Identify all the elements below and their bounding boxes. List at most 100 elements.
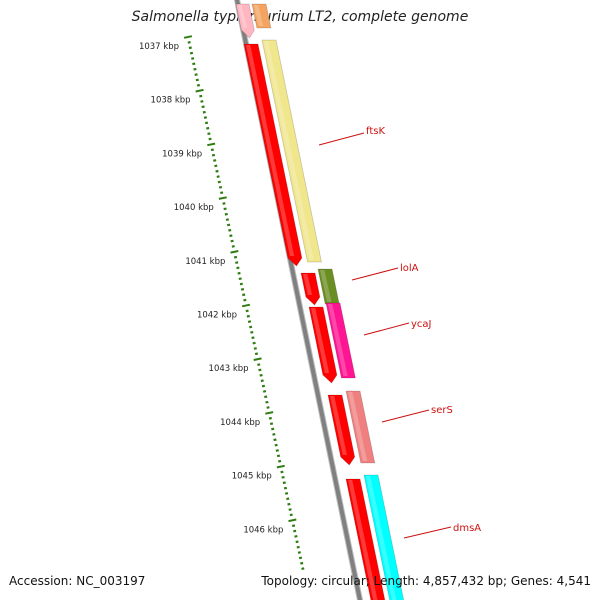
minor-tick bbox=[223, 207, 227, 211]
minor-tick bbox=[291, 524, 296, 528]
scale-label: 1041 kbp bbox=[185, 257, 225, 267]
minor-tick bbox=[206, 126, 210, 130]
minor-tick bbox=[265, 400, 269, 404]
major-tick bbox=[253, 357, 262, 361]
minor-tick bbox=[239, 282, 243, 286]
minor-tick bbox=[300, 561, 304, 565]
minor-tick bbox=[187, 41, 191, 44]
leader-line bbox=[381, 409, 430, 423]
leader-line bbox=[351, 267, 399, 281]
feature-highlight bbox=[348, 392, 368, 461]
minor-tick bbox=[231, 245, 235, 248]
leader-line bbox=[403, 526, 452, 539]
gene-label-lolA: lolA bbox=[400, 263, 419, 274]
major-tick bbox=[288, 518, 297, 523]
minor-tick bbox=[240, 288, 245, 291]
minor-tick bbox=[194, 73, 198, 76]
feature-highlight bbox=[303, 274, 313, 295]
minor-tick bbox=[199, 94, 203, 98]
scale-label: 1039 kbp bbox=[162, 149, 202, 159]
scale-label: 1044 kbp bbox=[220, 418, 260, 428]
minor-tick bbox=[202, 110, 206, 114]
minor-tick bbox=[269, 422, 274, 425]
gene-dmsA bbox=[363, 474, 405, 600]
minor-tick bbox=[257, 363, 261, 366]
minor-tick bbox=[213, 159, 217, 162]
minor-tick bbox=[217, 180, 221, 184]
minor-tick bbox=[191, 57, 195, 60]
leader-line bbox=[318, 132, 365, 146]
gene-top bbox=[251, 3, 272, 29]
minor-tick bbox=[301, 567, 305, 570]
minor-tick bbox=[230, 239, 234, 243]
minor-tick bbox=[247, 320, 252, 323]
minor-tick bbox=[286, 497, 290, 501]
minor-tick bbox=[189, 51, 194, 55]
major-tick bbox=[207, 142, 216, 147]
feature-highlight bbox=[311, 308, 330, 373]
minor-tick bbox=[274, 443, 278, 447]
minor-tick bbox=[242, 293, 246, 297]
minor-tick bbox=[266, 406, 270, 409]
feature-highlight bbox=[330, 396, 347, 455]
feature-highlight bbox=[328, 304, 348, 376]
minor-tick bbox=[224, 212, 228, 216]
minor-tick bbox=[188, 46, 192, 50]
minor-tick bbox=[251, 336, 255, 340]
scale-label: 1040 kbp bbox=[174, 203, 214, 213]
scale-label: 1045 kbp bbox=[232, 472, 272, 482]
major-tick bbox=[276, 464, 285, 469]
minor-tick bbox=[228, 228, 232, 232]
cds-arrow bbox=[345, 478, 386, 600]
minor-tick bbox=[218, 186, 223, 189]
minor-tick bbox=[252, 341, 256, 345]
minor-tick bbox=[271, 427, 275, 431]
minor-tick bbox=[196, 83, 201, 87]
minor-tick bbox=[272, 433, 276, 436]
cds-arrow bbox=[327, 394, 356, 466]
minor-tick bbox=[280, 470, 284, 474]
gene-label-dmsA: dmsA bbox=[453, 523, 481, 534]
major-tick bbox=[183, 35, 193, 39]
minor-tick bbox=[296, 545, 300, 549]
minor-tick bbox=[207, 132, 211, 135]
scale-labels: 1037 kbp 1038 kbp 1039 kbp 1040 kbp 1041 kbp… bbox=[139, 42, 283, 535]
minor-tick bbox=[282, 481, 286, 485]
scale-label: 1038 kbp bbox=[151, 96, 191, 106]
minor-tick bbox=[208, 137, 212, 141]
minor-tick bbox=[250, 331, 254, 334]
minor-tick bbox=[237, 271, 241, 275]
minor-tick bbox=[200, 100, 204, 103]
minor-tick bbox=[281, 476, 285, 479]
cds-arrow bbox=[243, 43, 303, 267]
minor-tick bbox=[288, 508, 292, 511]
map-title: Salmonella typhimurium LT2, complete gen… bbox=[131, 9, 469, 25]
minor-tick bbox=[276, 454, 281, 458]
minor-tick bbox=[253, 347, 257, 350]
minor-tick bbox=[246, 314, 250, 318]
gene-ycaJ bbox=[325, 302, 356, 379]
cds-arrow-top bbox=[235, 3, 255, 39]
major-tick bbox=[265, 411, 274, 415]
minor-tick bbox=[259, 373, 263, 377]
minor-tick bbox=[203, 116, 207, 119]
minor-tick bbox=[215, 169, 219, 173]
minor-tick bbox=[220, 191, 224, 195]
minor-tick bbox=[229, 234, 233, 238]
feature-highlight bbox=[366, 476, 397, 600]
label-leaders bbox=[318, 132, 452, 539]
gene-ftsK bbox=[261, 39, 322, 263]
minor-tick bbox=[275, 449, 279, 452]
minor-tick bbox=[298, 556, 303, 560]
feature-tracks bbox=[235, 3, 405, 600]
minor-tick bbox=[289, 513, 293, 517]
gene-label-serS: serS bbox=[431, 405, 453, 416]
minor-tick bbox=[201, 105, 205, 109]
feature-highlight bbox=[238, 5, 248, 28]
cds-arrow bbox=[300, 272, 321, 306]
genome-summary: Topology: circular; Length: 4,857,432 bp… bbox=[261, 574, 591, 588]
minor-tick bbox=[273, 438, 277, 442]
scale-label: 1043 kbp bbox=[209, 364, 249, 374]
feature-highlight bbox=[264, 41, 314, 260]
